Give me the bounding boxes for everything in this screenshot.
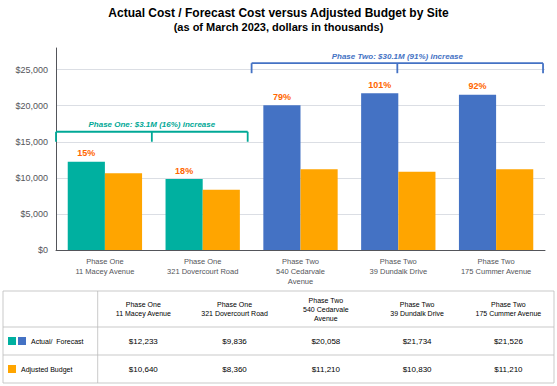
svg-text:Phase Two: Phase Two: [400, 301, 435, 308]
svg-text:Phase One: $3.1M (16%) increas: Phase One: $3.1M (16%) increase: [88, 120, 215, 129]
svg-text:321 Dovercourt Road: 321 Dovercourt Road: [201, 310, 268, 317]
svg-text:Actual Cost / Forecast Cost ve: Actual Cost / Forecast Cost versus Adjus…: [108, 6, 449, 20]
svg-text:Adjusted Budget: Adjusted Budget: [21, 366, 72, 374]
svg-text:39 Dundalk Drive: 39 Dundalk Drive: [370, 267, 428, 276]
svg-text:$10,000: $10,000: [15, 173, 48, 183]
svg-text:$12,233: $12,233: [129, 337, 158, 346]
svg-text:Phase One: Phase One: [86, 257, 124, 266]
svg-text:Avenue: Avenue: [314, 315, 338, 322]
svg-text:Phase Two: Phase Two: [282, 257, 319, 266]
svg-text:$20,058: $20,058: [311, 337, 340, 346]
svg-text:$11,210: $11,210: [494, 365, 523, 374]
svg-text:Phase Two: $30.1M (91%) increa: Phase Two: $30.1M (91%) increase: [332, 52, 464, 61]
svg-text:Phase One: Phase One: [126, 301, 161, 308]
svg-text:$20,000: $20,000: [15, 101, 48, 111]
svg-text:Phase Two: Phase Two: [309, 297, 344, 304]
svg-text:$11,210: $11,210: [312, 365, 341, 374]
svg-text:Phase Two: Phase Two: [491, 301, 526, 308]
svg-text:Phase One: Phase One: [184, 257, 222, 266]
svg-text:175 Cummer Avenue: 175 Cummer Avenue: [476, 310, 542, 317]
svg-text:$21,734: $21,734: [403, 337, 432, 346]
svg-text:79%: 79%: [273, 92, 291, 102]
svg-text:540 Cedarvale: 540 Cedarvale: [276, 267, 325, 276]
svg-text:11 Macey Avenue: 11 Macey Avenue: [116, 310, 171, 318]
svg-text:$0: $0: [38, 245, 48, 255]
svg-text:$10,830: $10,830: [403, 365, 432, 374]
svg-text:15%: 15%: [77, 148, 95, 158]
svg-text:$8,360: $8,360: [222, 365, 247, 374]
svg-text:Phase Two: Phase Two: [380, 257, 417, 266]
svg-text:540 Cedarvale: 540 Cedarvale: [303, 306, 349, 313]
svg-text:$10,640: $10,640: [129, 365, 158, 374]
svg-text:101%: 101%: [368, 80, 391, 90]
svg-text:$9,836: $9,836: [222, 337, 247, 346]
svg-text:$25,000: $25,000: [15, 65, 48, 75]
svg-text:$21,526: $21,526: [494, 337, 523, 346]
svg-text:11 Macey Avenue: 11 Macey Avenue: [75, 267, 134, 276]
svg-text:175 Cummer Avenue: 175 Cummer Avenue: [461, 267, 531, 276]
svg-text:Phase Two: Phase Two: [478, 257, 515, 266]
svg-text:18%: 18%: [175, 166, 193, 176]
svg-text:Phase One: Phase One: [217, 301, 252, 308]
svg-text:39 Dundalk Drive: 39 Dundalk Drive: [390, 310, 444, 317]
svg-text:$5,000: $5,000: [20, 209, 48, 219]
svg-text:321 Dovercourt Road: 321 Dovercourt Road: [167, 267, 238, 276]
svg-text:Avenue: Avenue: [288, 277, 313, 286]
svg-text:(as of March 2023, dollars in: (as of March 2023, dollars in thousands): [174, 21, 384, 33]
svg-text:Actual/ Forecast: Actual/ Forecast: [31, 338, 84, 345]
svg-text:$15,000: $15,000: [15, 137, 48, 147]
svg-text:92%: 92%: [469, 81, 487, 91]
